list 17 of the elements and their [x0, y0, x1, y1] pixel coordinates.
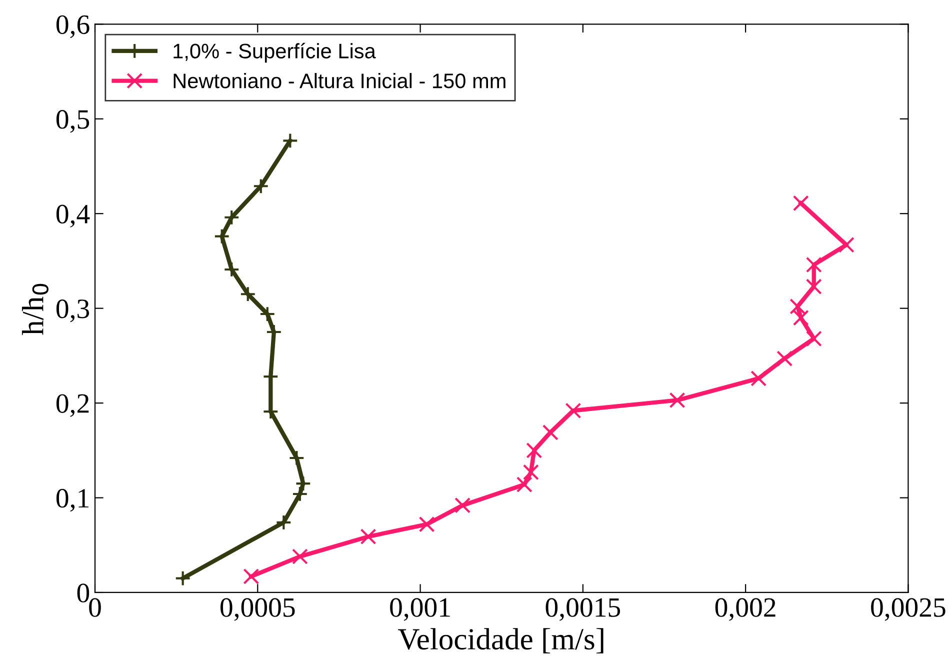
x-tick-label: 0,0025 [871, 598, 946, 621]
y-tick-label: 0,2 [56, 394, 89, 417]
y-tick-label: 0 [77, 584, 90, 602]
y-tick-label: 0,4 [56, 204, 90, 228]
legend-label: 1,0% - Superfície Lisa [174, 42, 376, 63]
y-axis-title: h/h$_{0}$ [22, 284, 48, 336]
x-tick-label: 0,0015 [546, 598, 620, 621]
y-tick-label: 0,6 [56, 15, 90, 38]
x-axis-title: Velocidade [m/s] [398, 628, 604, 654]
legend-label: Newtoniano - Altura Inicial - 150 mm [174, 72, 506, 88]
y-tick-label: 0,5 [56, 110, 90, 133]
x-tick-label: 0,002 [715, 598, 776, 621]
y-tick-label: 0,3 [56, 299, 90, 322]
x-tick-label: 0 [89, 598, 101, 617]
y-tick-label: 0,1 [56, 488, 88, 512]
x-tick-label: 0,0005 [220, 598, 295, 621]
x-tick-label: 0,001 [390, 598, 450, 621]
